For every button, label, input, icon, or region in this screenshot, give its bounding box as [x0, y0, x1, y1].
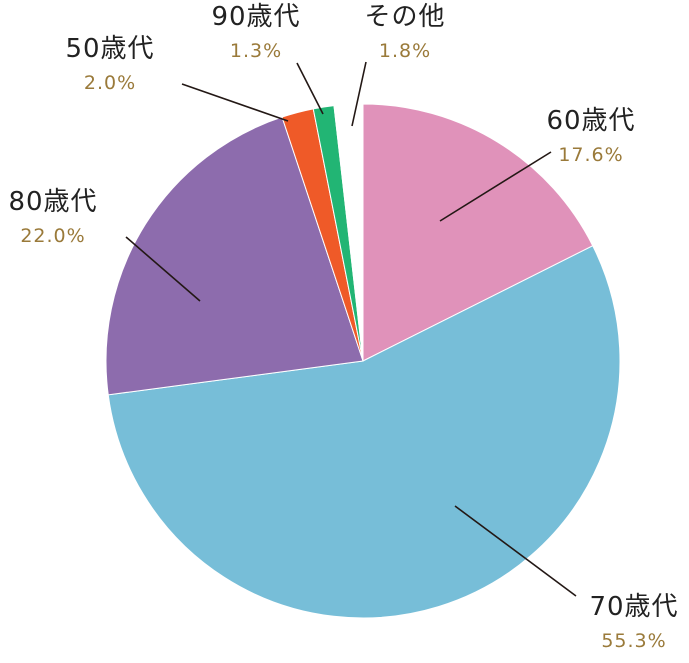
- slice-label-name: その他: [364, 2, 446, 32]
- slice-label-90s: 90歳代 1.3%: [196, 4, 316, 61]
- slice-label-name: 60歳代: [546, 106, 636, 136]
- slice-label-60s: 60歳代 17.6%: [531, 108, 651, 165]
- slice-label-other: その他 1.8%: [345, 4, 465, 61]
- slice-label-percent: 1.3%: [229, 40, 283, 62]
- leader-line-3: [181, 83, 289, 122]
- slice-label-name: 90歳代: [211, 2, 301, 32]
- slice-label-percent: 22.0%: [20, 225, 86, 247]
- leader-line-0: [439, 151, 552, 222]
- leader-line-5: [351, 61, 367, 127]
- slice-label-name: 80歳代: [8, 187, 98, 217]
- pie-slice-0: [362, 103, 594, 362]
- slice-label-80s: 80歳代 22.0%: [0, 189, 113, 246]
- slice-label-percent: 55.3%: [601, 630, 667, 652]
- slice-label-70s: 70歳代 55.3%: [574, 594, 689, 651]
- slice-label-name: 50歳代: [65, 34, 155, 64]
- pie-slices: [105, 103, 621, 619]
- slice-label-percent: 2.0%: [83, 72, 137, 94]
- leader-lines: [125, 61, 577, 597]
- slice-label-percent: 17.6%: [558, 144, 624, 166]
- pie-slice-2: [105, 116, 364, 396]
- slice-label-percent: 1.8%: [378, 40, 432, 62]
- slice-label-name: 70歳代: [589, 592, 679, 622]
- leader-line-2: [125, 236, 201, 302]
- leader-line-1: [454, 505, 577, 597]
- leader-line-4: [296, 62, 324, 115]
- slice-label-50s: 50歳代 2.0%: [50, 36, 170, 93]
- pie-slice-1: [107, 245, 621, 619]
- pie-slice-5: [333, 103, 364, 362]
